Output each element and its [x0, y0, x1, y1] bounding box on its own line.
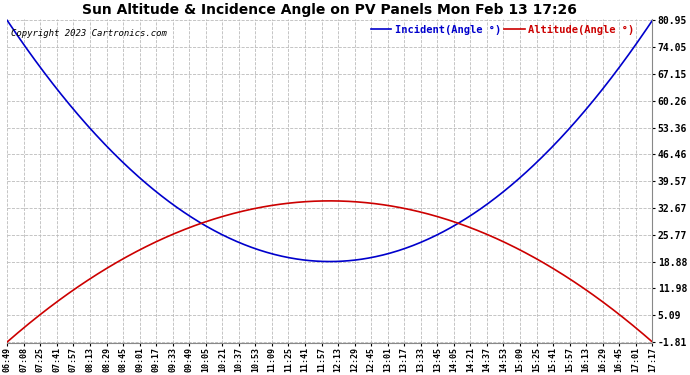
- Altitude(Angle °): [117, 258, 126, 262]
- Legend: Incident(Angle °), Altitude(Angle °): Incident(Angle °), Altitude(Angle °): [371, 24, 634, 34]
- Incident(Angle °): [169, 202, 177, 207]
- Incident(Angle °): [435, 232, 443, 236]
- Incident(Angle °): [490, 197, 498, 201]
- Incident(Angle °): [325, 259, 333, 264]
- Line: Altitude(Angle °): Altitude(Angle °): [8, 201, 652, 342]
- Incident(Angle °): [295, 257, 303, 262]
- Altitude(Angle °): [169, 232, 177, 236]
- Altitude(Angle °): [325, 199, 333, 203]
- Altitude(Angle °): [648, 340, 656, 344]
- Line: Incident(Angle °): Incident(Angle °): [8, 21, 652, 261]
- Altitude(Angle °): [490, 235, 498, 240]
- Altitude(Angle °): [384, 203, 393, 208]
- Incident(Angle °): [384, 251, 393, 256]
- Text: Copyright 2023 Cartronics.com: Copyright 2023 Cartronics.com: [10, 29, 166, 38]
- Incident(Angle °): [648, 18, 656, 23]
- Incident(Angle °): [117, 159, 126, 163]
- Incident(Angle °): [3, 18, 12, 23]
- Altitude(Angle °): [435, 215, 443, 219]
- Altitude(Angle °): [3, 340, 12, 344]
- Altitude(Angle °): [295, 200, 303, 204]
- Title: Sun Altitude & Incidence Angle on PV Panels Mon Feb 13 17:26: Sun Altitude & Incidence Angle on PV Pan…: [82, 3, 578, 17]
